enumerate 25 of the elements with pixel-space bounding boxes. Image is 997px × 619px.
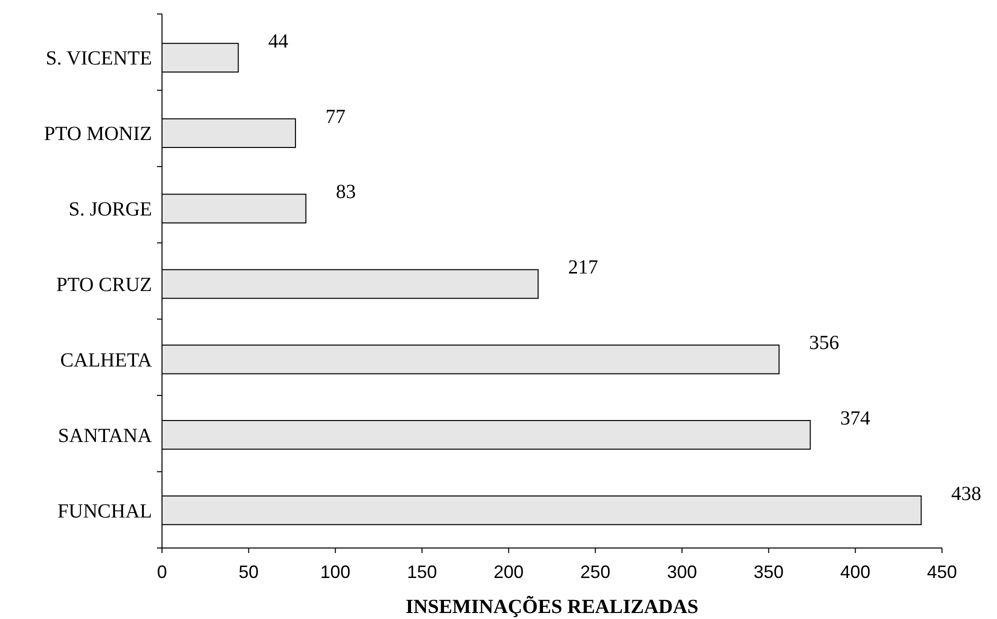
data-label: 217 <box>568 256 598 279</box>
x-tick-label: 0 <box>156 562 168 582</box>
y-tick-label: CALHETA <box>60 349 153 372</box>
data-label: 83 <box>336 181 356 204</box>
data-label: 77 <box>325 106 346 128</box>
x-tick-label: 250 <box>580 562 610 582</box>
x-tick-label: 450 <box>926 562 958 582</box>
data-label: 438 <box>951 482 982 505</box>
y-tick-label: FUNCHAL <box>58 500 152 522</box>
x-tick-label: 350 <box>754 562 784 582</box>
data-label: 44 <box>268 30 288 52</box>
x-axis-title: INSEMINAÇÕES REALIZADAS <box>406 595 698 618</box>
x-tick-label: 300 <box>666 562 698 582</box>
x-tick-label: 50 <box>238 562 259 582</box>
x-tick-label: 100 <box>320 562 350 582</box>
data-label: 356 <box>809 332 840 354</box>
x-tick-label: 400 <box>840 562 870 582</box>
y-tick-label: S. JORGE <box>68 198 152 221</box>
y-tick-label: SANTANA <box>58 424 153 447</box>
data-label: 374 <box>840 408 870 430</box>
y-tick-label: PTO CRUZ <box>56 274 152 296</box>
y-tick-label: PTO MONIZ <box>44 123 152 146</box>
x-tick-label: 150 <box>406 562 438 582</box>
x-tick-label: 200 <box>494 562 524 582</box>
y-tick-label: S. VICENTE <box>46 48 152 70</box>
